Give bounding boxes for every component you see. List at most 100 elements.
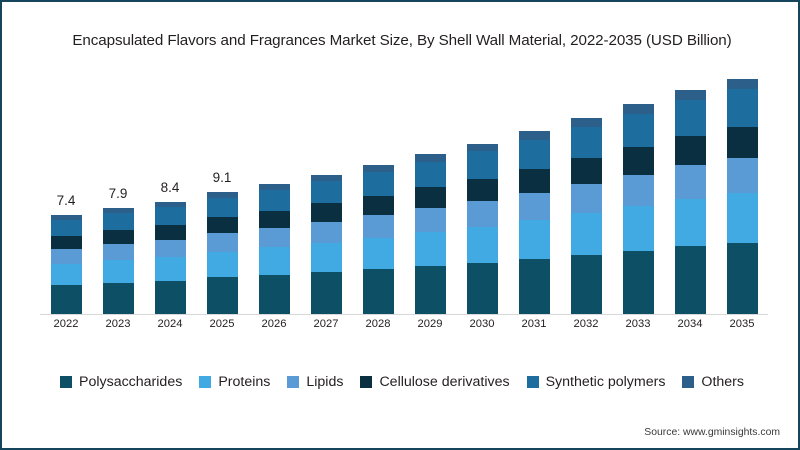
bar-segment[interactable] <box>518 168 550 193</box>
bar-segment[interactable] <box>622 104 654 114</box>
bar-segment[interactable] <box>674 135 706 165</box>
bar-segment[interactable] <box>258 227 290 248</box>
bar-segment[interactable] <box>570 126 602 159</box>
bar-column[interactable] <box>674 89 706 315</box>
bar-column[interactable] <box>466 143 498 315</box>
bar-segment[interactable] <box>466 262 498 315</box>
bar-segment[interactable] <box>570 254 602 315</box>
bar-segment[interactable] <box>362 269 394 315</box>
bar-segment[interactable] <box>310 174 342 182</box>
legend-item[interactable]: Lipids <box>287 374 343 390</box>
bar-column[interactable] <box>570 117 602 315</box>
bar-segment[interactable] <box>466 143 498 152</box>
bar-segment[interactable] <box>362 195 394 216</box>
bar-segment[interactable] <box>726 193 758 243</box>
bar-segment[interactable] <box>674 246 706 315</box>
bar-segment[interactable] <box>50 235 82 249</box>
bar-segment[interactable] <box>154 256 186 281</box>
bar-segment[interactable] <box>362 215 394 238</box>
bar-segment[interactable] <box>570 158 602 184</box>
bar-segment[interactable] <box>414 161 446 188</box>
bar-segment[interactable] <box>622 250 654 315</box>
bar-segment[interactable] <box>50 219 82 236</box>
bar-segment[interactable] <box>154 207 186 226</box>
bar-column[interactable]: 8.4 <box>154 180 186 315</box>
bar-segment[interactable] <box>622 147 654 175</box>
bar-segment[interactable] <box>518 192 550 221</box>
bar-segment[interactable] <box>154 225 186 240</box>
bar-column[interactable] <box>622 104 654 315</box>
bar-segment[interactable] <box>362 171 394 196</box>
bar-segment[interactable] <box>310 242 342 273</box>
bar-segment[interactable] <box>310 221 342 243</box>
bar-segment[interactable] <box>258 184 290 190</box>
bar-column[interactable] <box>310 174 342 315</box>
bar-segment[interactable] <box>518 131 550 140</box>
bar-segment[interactable] <box>310 272 342 315</box>
bar-segment[interactable] <box>102 208 134 214</box>
bar-segment[interactable] <box>258 189 290 211</box>
bar-column[interactable]: 7.9 <box>102 186 134 315</box>
bar-segment[interactable] <box>102 244 134 261</box>
bar-segment[interactable] <box>102 260 134 283</box>
bar-segment[interactable] <box>50 284 82 315</box>
bar-segment[interactable] <box>674 89 706 100</box>
bar-segment[interactable] <box>674 198 706 247</box>
bar-segment[interactable] <box>102 213 134 231</box>
bar-segment[interactable] <box>362 237 394 270</box>
bar-column[interactable]: 9.1 <box>206 170 238 315</box>
legend-item[interactable]: Proteins <box>199 374 270 390</box>
bar-column[interactable] <box>726 78 758 315</box>
bar-segment[interactable] <box>258 247 290 276</box>
legend-item[interactable]: Cellulose derivatives <box>360 374 510 390</box>
bar-segment[interactable] <box>206 197 238 218</box>
bar-segment[interactable] <box>674 164 706 199</box>
bar-column[interactable] <box>414 154 446 315</box>
bar-segment[interactable] <box>362 165 394 172</box>
bar-segment[interactable] <box>154 280 186 315</box>
bar-column[interactable] <box>258 184 290 315</box>
bar-column[interactable] <box>362 165 394 315</box>
bar-segment[interactable] <box>414 232 446 266</box>
bar-segment[interactable] <box>570 183 602 214</box>
bar-segment[interactable] <box>726 89 758 127</box>
bar-segment[interactable] <box>50 215 82 220</box>
legend-item[interactable]: Synthetic polymers <box>526 374 665 390</box>
bar-segment[interactable] <box>258 210 290 228</box>
bar-segment[interactable] <box>726 78 758 90</box>
bar-segment[interactable] <box>466 151 498 179</box>
bar-segment[interactable] <box>518 220 550 259</box>
bar-segment[interactable] <box>102 230 134 245</box>
bar-segment[interactable] <box>518 258 550 315</box>
bar-segment[interactable] <box>50 248 82 264</box>
bar-segment[interactable] <box>154 201 186 207</box>
bar-segment[interactable] <box>622 174 654 207</box>
bar-segment[interactable] <box>50 263 82 285</box>
bar-column[interactable] <box>518 131 550 315</box>
bar-segment[interactable] <box>154 239 186 257</box>
bar-segment[interactable] <box>726 126 758 158</box>
bar-segment[interactable] <box>310 181 342 204</box>
legend-item[interactable]: Polysaccharides <box>60 374 182 390</box>
bar-segment[interactable] <box>570 213 602 255</box>
bar-segment[interactable] <box>258 275 290 315</box>
bar-segment[interactable] <box>726 242 758 315</box>
bar-segment[interactable] <box>466 200 498 227</box>
bar-segment[interactable] <box>414 187 446 209</box>
bar-segment[interactable] <box>206 233 238 252</box>
bar-segment[interactable] <box>570 117 602 127</box>
bar-segment[interactable] <box>466 226 498 263</box>
bar-segment[interactable] <box>206 217 238 234</box>
bar-segment[interactable] <box>310 203 342 222</box>
bar-segment[interactable] <box>206 192 238 198</box>
bar-segment[interactable] <box>518 139 550 169</box>
bar-segment[interactable] <box>414 208 446 233</box>
bar-segment[interactable] <box>414 265 446 315</box>
legend-item[interactable]: Others <box>682 374 744 390</box>
bar-segment[interactable] <box>622 206 654 251</box>
bar-segment[interactable] <box>206 277 238 315</box>
bar-segment[interactable] <box>674 99 706 136</box>
bar-segment[interactable] <box>414 154 446 162</box>
bar-column[interactable]: 7.4 <box>50 193 82 315</box>
bar-segment[interactable] <box>206 251 238 278</box>
